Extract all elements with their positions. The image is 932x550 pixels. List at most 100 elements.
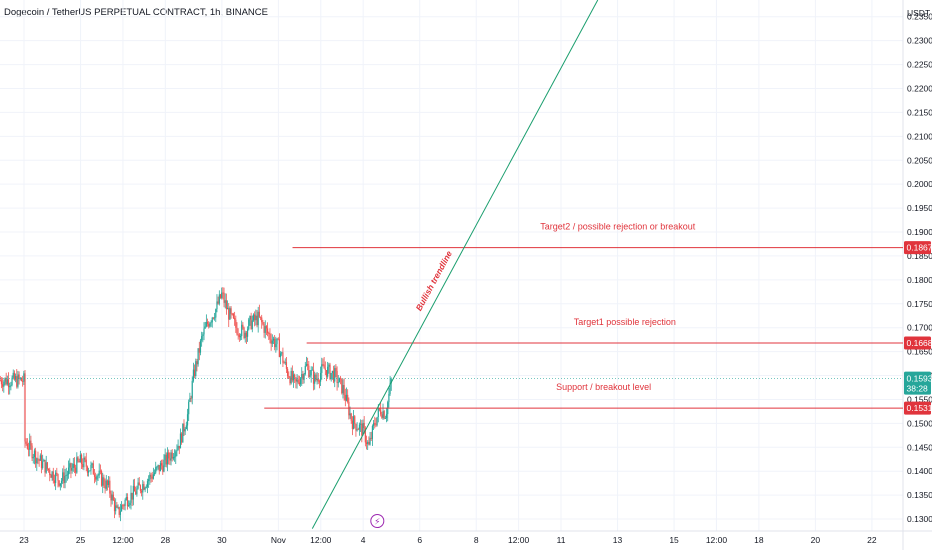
candle-body <box>294 374 296 378</box>
candle-body <box>38 459 40 461</box>
candle-body <box>255 315 257 321</box>
candle-body <box>331 370 333 374</box>
candle-body <box>327 366 329 377</box>
candle-body <box>217 301 219 304</box>
candle-body <box>82 464 84 468</box>
candle-body <box>267 328 269 334</box>
candle-body <box>347 394 349 402</box>
candle-body <box>308 365 310 377</box>
level-price-tag[interactable] <box>904 241 931 255</box>
levels[interactable]: Target2 / possible rejection or breakout… <box>0 222 903 409</box>
time-tick-label: 11 <box>557 535 566 545</box>
candle-body <box>357 429 359 431</box>
candle-body <box>137 482 139 489</box>
candle-body <box>329 364 331 379</box>
time-axis[interactable]: 23 25 12:00 28 30 Nov 12:00 4 6 8 12:00 11 13 15 12:00… <box>19 535 877 545</box>
candle-body <box>17 374 19 387</box>
candle-body <box>185 425 187 430</box>
last-price-tag[interactable] <box>904 371 931 395</box>
candle-body <box>169 458 171 461</box>
candle-body <box>70 463 72 471</box>
candle-body <box>62 472 64 481</box>
candle-body <box>113 500 116 512</box>
candle-body <box>291 370 293 381</box>
candle-body <box>221 292 223 298</box>
candle-body <box>33 450 36 457</box>
last-price-tag-text: 0.15934 <box>907 374 932 384</box>
candle-body <box>389 383 391 395</box>
candle-body <box>176 449 178 452</box>
candle-body <box>360 423 362 425</box>
trendline-group[interactable]: Bullish trendline <box>311 0 599 529</box>
candle-body <box>10 385 12 387</box>
time-tick-label: 28 <box>161 535 171 545</box>
candle-body <box>188 401 190 415</box>
candle-body <box>36 458 38 464</box>
candle-body <box>158 465 160 472</box>
candle-body <box>25 441 27 444</box>
candle-body <box>364 428 366 443</box>
candle-body <box>229 308 231 320</box>
candle-body <box>315 374 317 380</box>
candle-body <box>189 398 191 402</box>
event-marker[interactable]: ⚡ <box>370 514 385 528</box>
candle-body <box>163 459 165 472</box>
candle-body <box>356 429 358 431</box>
candle-body <box>168 452 170 459</box>
candle-body <box>208 323 210 327</box>
candle-body <box>12 372 14 378</box>
time-tick-label: 12:00 <box>508 535 530 545</box>
candle-body <box>190 398 192 399</box>
candle-body <box>111 494 113 501</box>
candle-body <box>90 464 92 471</box>
candle-body <box>29 440 31 450</box>
candle-body <box>277 338 279 340</box>
candle-body <box>0 380 1 382</box>
trendline[interactable] <box>311 0 599 529</box>
candle-body <box>258 311 260 317</box>
candle-body <box>72 463 74 468</box>
candle-body <box>305 364 308 366</box>
candle-body <box>55 472 57 483</box>
candle-body <box>120 505 123 512</box>
candle-body <box>85 459 87 467</box>
candle-body <box>84 457 86 460</box>
candle-body <box>336 370 338 383</box>
level-price-tag[interactable] <box>904 336 931 350</box>
candle-body <box>275 344 277 348</box>
candle-body <box>44 459 46 473</box>
candle-body <box>6 379 8 385</box>
candle-body <box>224 300 226 303</box>
candle-body <box>376 416 378 426</box>
candle-body <box>354 416 356 424</box>
candle-body <box>162 465 164 472</box>
candle-body <box>142 484 144 493</box>
candle-body <box>367 441 369 445</box>
level-price-tag[interactable] <box>904 401 931 415</box>
candle-body <box>248 319 250 330</box>
candle-body <box>2 384 4 387</box>
candle-body <box>149 474 151 480</box>
candle-body <box>53 480 56 483</box>
candle-body <box>242 324 244 328</box>
candle-body <box>377 408 379 417</box>
candle-body <box>39 455 41 461</box>
candle-body <box>348 401 350 416</box>
candle-body <box>383 411 385 419</box>
candle-body <box>193 369 196 377</box>
candle-body <box>140 490 143 493</box>
candle-body <box>349 413 351 416</box>
candle-body <box>287 368 289 377</box>
candle-body <box>272 338 275 341</box>
lightning-icon[interactable] <box>370 514 385 528</box>
candle-body <box>199 340 202 353</box>
candle-body <box>235 319 237 328</box>
candle-body <box>102 477 104 486</box>
